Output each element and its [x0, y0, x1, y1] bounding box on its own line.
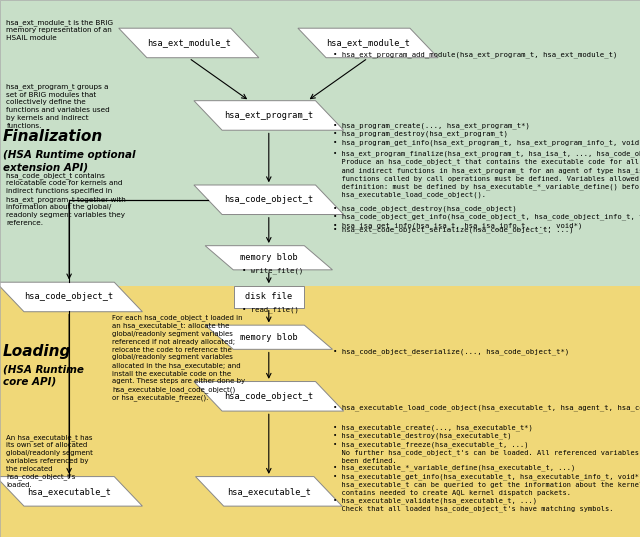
Text: For each hsa_code_object_t loaded in
an hsa_executable_t: allocate the
global/re: For each hsa_code_object_t loaded in an … [112, 314, 245, 401]
Text: hsa_ext_module_t: hsa_ext_module_t [326, 39, 410, 47]
Text: disk file: disk file [245, 293, 292, 301]
Text: • hsa_code_object_deserialize(..., hsa_code_object_t*): • hsa_code_object_deserialize(..., hsa_c… [333, 348, 569, 354]
Text: memory blob: memory blob [240, 333, 298, 342]
Polygon shape [194, 381, 344, 411]
Bar [0, 286, 640, 537]
Text: hsa_code_object_t: hsa_code_object_t [24, 293, 114, 301]
Text: • write_file(): • write_file() [242, 267, 303, 273]
Text: • hsa_ext_program_finalize(hsa_ext_program_t, hsa_isa_t, ..., hsa_code_object_t*: • hsa_ext_program_finalize(hsa_ext_progr… [333, 150, 640, 198]
Polygon shape [205, 246, 333, 270]
Text: Finalization: Finalization [3, 129, 103, 144]
Polygon shape [194, 101, 344, 130]
Text: • hsa_code_object_destroy(hsa_code_object)
• hsa_code_object_get_info(hsa_code_o: • hsa_code_object_destroy(hsa_code_objec… [333, 205, 640, 229]
Text: • read_file(): • read_file() [242, 306, 299, 313]
Polygon shape [205, 325, 333, 350]
Bar [0, 0, 640, 286]
Text: • hsa_executable_load_code_object(hsa_executable_t, hsa_agent_t, hsa_code_object: • hsa_executable_load_code_object(hsa_ex… [333, 404, 640, 411]
Text: • hsa_executable_create(..., hsa_executable_t*)
• hsa_executable_destroy(hsa_exe: • hsa_executable_create(..., hsa_executa… [333, 424, 640, 464]
Text: hsa_executable_t: hsa_executable_t [27, 487, 111, 496]
Text: memory blob: memory blob [240, 253, 298, 262]
Polygon shape [119, 28, 259, 57]
Text: (HSA Runtime
core API): (HSA Runtime core API) [3, 364, 83, 387]
Text: hsa_code_object_t: hsa_code_object_t [224, 392, 314, 401]
Polygon shape [194, 185, 344, 214]
Text: An hsa_executable_t has
its own set of allocated
global/readonly segment
variabl: An hsa_executable_t has its own set of a… [6, 434, 93, 488]
Polygon shape [196, 477, 342, 506]
Text: hsa_code_object_t: hsa_code_object_t [224, 195, 314, 204]
Text: hsa_code_object_t contains
relocatable code for kernels and
indirect functions s: hsa_code_object_t contains relocatable c… [6, 172, 126, 226]
Text: hsa_ext_module_t: hsa_ext_module_t [147, 39, 231, 47]
Text: • hsa_executable_*_variable_define(hsa_executable_t, ...)
• hsa_executable_get_i: • hsa_executable_*_variable_define(hsa_e… [333, 465, 640, 512]
Text: • hsa_program_create(..., hsa_ext_program_t*)
• hsa_program_destroy(hsa_ext_prog: • hsa_program_create(..., hsa_ext_progra… [333, 122, 640, 146]
Polygon shape [234, 286, 304, 308]
Text: hsa_ext_program_t: hsa_ext_program_t [224, 111, 314, 120]
Polygon shape [0, 282, 143, 311]
Text: hsa_executable_t: hsa_executable_t [227, 487, 311, 496]
Text: • hsa_ext_code_object_serialize(hsa_code_object_t, ...): • hsa_ext_code_object_serialize(hsa_code… [333, 227, 573, 233]
Text: hsa_ext_module_t is the BRIG
memory representation of an
HSAIL module: hsa_ext_module_t is the BRIG memory repr… [6, 19, 113, 41]
Text: Loading: Loading [3, 344, 71, 359]
Text: • hsa_ext_program_add_module(hsa_ext_program_t, hsa_ext_module_t): • hsa_ext_program_add_module(hsa_ext_pro… [333, 52, 617, 58]
Text: hsa_ext_program_t groups a
set of BRIG modules that
collectively define the
func: hsa_ext_program_t groups a set of BRIG m… [6, 83, 110, 129]
Polygon shape [298, 28, 438, 57]
Text: (HSA Runtime optional
extension API): (HSA Runtime optional extension API) [3, 150, 135, 173]
Polygon shape [0, 477, 143, 506]
